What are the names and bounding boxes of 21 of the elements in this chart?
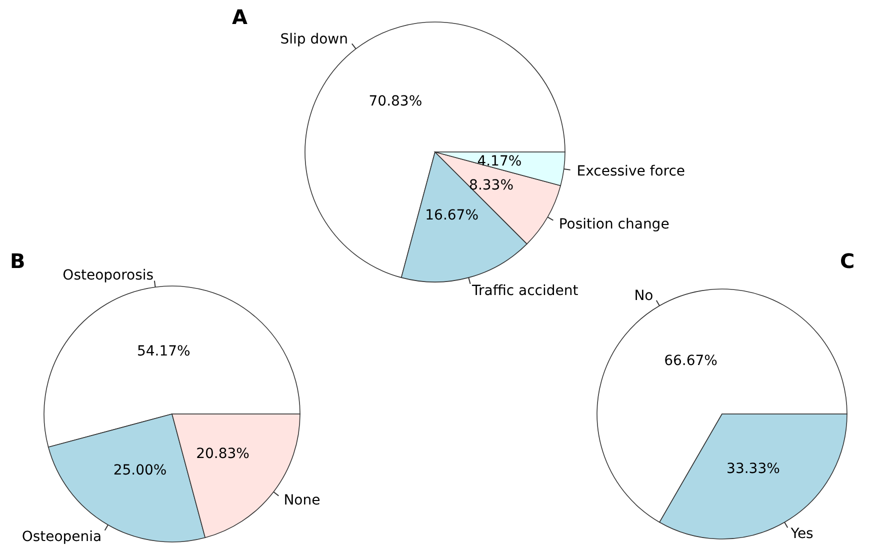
slice-label: Excessive force <box>576 164 686 180</box>
chart-title: C <box>840 249 855 273</box>
data-label: 33.33% <box>726 461 780 478</box>
data-label: 70.83% <box>368 93 422 110</box>
data-label: 20.83% <box>196 446 250 462</box>
data-label: 66.67% <box>664 352 718 369</box>
data-label: 4.17% <box>477 153 522 170</box>
slice-label: Slip down <box>280 31 348 48</box>
slice-label: No <box>634 288 654 304</box>
slice-label: Position change <box>558 216 670 232</box>
data-label: 16.67% <box>425 208 479 224</box>
chart-title: B <box>10 249 26 273</box>
slice-label: Traffic accident <box>470 283 579 300</box>
data-label: 8.33% <box>469 177 514 194</box>
data-label: 54.17% <box>136 343 190 360</box>
slice-label: Osteopenia <box>22 528 102 545</box>
slice-label: Yes <box>790 526 814 542</box>
data-label: 25.00% <box>113 462 167 478</box>
slice-label: Osteoporosis <box>62 267 154 284</box>
slice-label: None <box>284 492 320 509</box>
chart-title: A <box>232 5 248 29</box>
